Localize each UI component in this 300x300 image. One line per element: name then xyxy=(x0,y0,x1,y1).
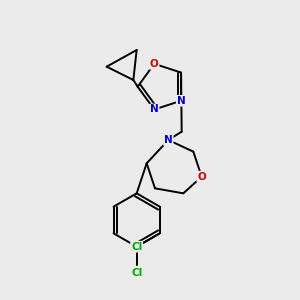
Text: O: O xyxy=(197,172,206,182)
Text: Cl: Cl xyxy=(131,242,142,252)
Text: Cl: Cl xyxy=(131,268,142,278)
Text: N: N xyxy=(150,104,159,115)
Text: N: N xyxy=(164,135,173,145)
Text: O: O xyxy=(150,59,159,69)
Text: N: N xyxy=(177,96,185,106)
